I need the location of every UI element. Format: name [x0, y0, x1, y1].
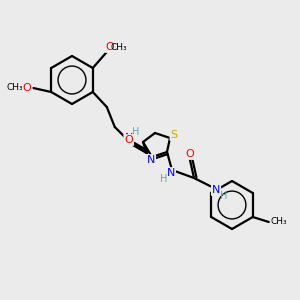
Text: O: O: [23, 83, 32, 93]
Text: CH₃: CH₃: [7, 83, 23, 92]
Text: N: N: [167, 168, 175, 178]
Text: N: N: [124, 133, 133, 143]
Text: S: S: [170, 130, 178, 140]
Text: H: H: [220, 191, 228, 201]
Text: O: O: [124, 135, 133, 145]
Text: O: O: [186, 149, 194, 159]
Text: H: H: [160, 174, 168, 184]
Text: CH₃: CH₃: [110, 43, 127, 52]
Text: H: H: [132, 127, 140, 137]
Text: CH₃: CH₃: [271, 218, 287, 226]
Text: N: N: [212, 185, 220, 195]
Text: N: N: [147, 155, 155, 165]
Text: O: O: [105, 42, 114, 52]
